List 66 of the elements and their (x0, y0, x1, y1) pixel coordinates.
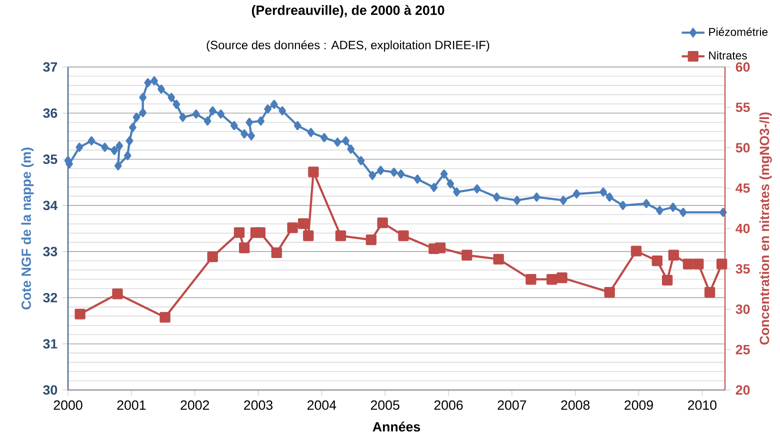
point (652, 255, 662, 266)
point (662, 274, 673, 286)
x-tick-label: 2004 (308, 400, 336, 410)
y-tick-label: 37 (43, 62, 58, 72)
point (287, 222, 298, 234)
y-tick-label: 33 (43, 246, 58, 256)
point (398, 230, 409, 242)
y-tick-label: 30 (43, 385, 58, 395)
y2-tick-label: 45 (736, 183, 750, 193)
point (630, 246, 642, 256)
y-tick-label: 34 (43, 200, 58, 210)
point (254, 227, 266, 238)
point (546, 274, 558, 285)
x-tick-label: 2001 (117, 400, 146, 410)
x-tick-label: 2010 (688, 400, 716, 410)
y2-tick-label: 35 (736, 264, 750, 274)
y-tick-label: 32 (43, 292, 58, 302)
y2-tick-label: 50 (736, 143, 750, 152)
point (271, 247, 282, 258)
y2-tick-label: 25 (736, 344, 750, 354)
point (207, 251, 218, 262)
x-tick-label: 2009 (624, 400, 653, 410)
x-axis-title: Années (372, 422, 420, 432)
point (604, 286, 615, 298)
point (556, 272, 568, 284)
y2-tick-label: 55 (736, 102, 750, 112)
x-tick-label: 2000 (54, 400, 82, 410)
y2-tick-label: 30 (736, 304, 750, 314)
legend-label: Piézométrie (709, 28, 768, 36)
point (335, 230, 346, 242)
x-tick-label: 2006 (434, 400, 463, 410)
chart-subtitle: (Source des données : ADES, exploitation DRIEE-IF) (206, 40, 490, 52)
legend-label: Nitrates (709, 51, 747, 60)
point (298, 218, 309, 229)
point (693, 258, 704, 270)
x-tick-label: 2002 (180, 400, 210, 410)
point (112, 288, 123, 300)
point (160, 312, 170, 323)
y-tick-label: 31 (43, 339, 58, 349)
point (238, 242, 250, 254)
y2-tick-label: 60 (736, 62, 750, 72)
point (308, 166, 319, 178)
y-tick-label: 36 (43, 108, 58, 118)
point (716, 258, 728, 270)
point (434, 242, 446, 254)
point (493, 254, 504, 265)
point (462, 250, 472, 260)
point (234, 227, 245, 238)
point (377, 217, 388, 228)
point (704, 286, 716, 298)
y-tick-label: 35 (43, 154, 58, 164)
x-tick-label: 2003 (244, 400, 273, 410)
point (526, 274, 536, 285)
y-axis-title: Cote NGF de la nappe (m) (21, 148, 34, 310)
x-tick-label: 2005 (370, 400, 400, 410)
y2-tick-label: 20 (736, 385, 750, 395)
y2-tick-label: 40 (736, 224, 750, 234)
x-tick-label: 2007 (498, 400, 526, 410)
point (668, 250, 679, 260)
point (74, 308, 86, 320)
point (366, 234, 376, 246)
chart-title: (Perdreauville), de 2000 à 2010 (252, 5, 444, 18)
point (682, 258, 694, 270)
point (303, 230, 314, 242)
x-tick-label: 2008 (561, 400, 590, 410)
y2-axis-title: Concentration en nitrates (mgNO3-/l) (759, 112, 772, 345)
